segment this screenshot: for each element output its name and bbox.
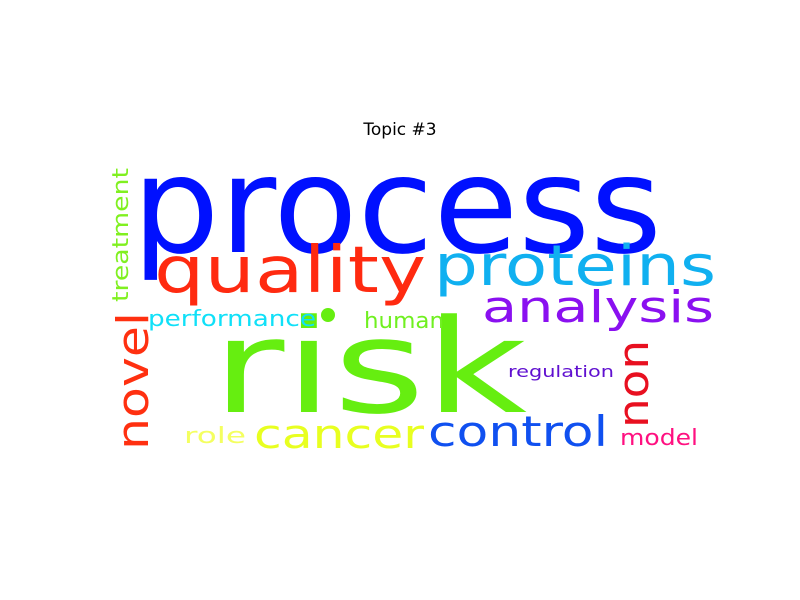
word-treatment: treatment [109,168,134,302]
chart-title: Topic #3 [363,120,437,140]
word-dot [321,308,335,322]
word-novel: novel [108,312,159,450]
word-non: non [609,340,658,428]
word-model: model [620,426,698,451]
word-regulation: regulation [508,362,614,381]
word-proteins: proteins [434,234,716,299]
word-quality: quality [154,234,426,308]
word-performance: performance [148,307,316,332]
word-control: control [428,407,608,456]
word-process: process [132,128,662,284]
word-risk: risk [212,291,527,443]
word-human: human [364,309,444,334]
word-analysis: analysis [482,282,714,333]
word-role: role [184,424,246,449]
word-cancer: cancer [254,412,425,458]
